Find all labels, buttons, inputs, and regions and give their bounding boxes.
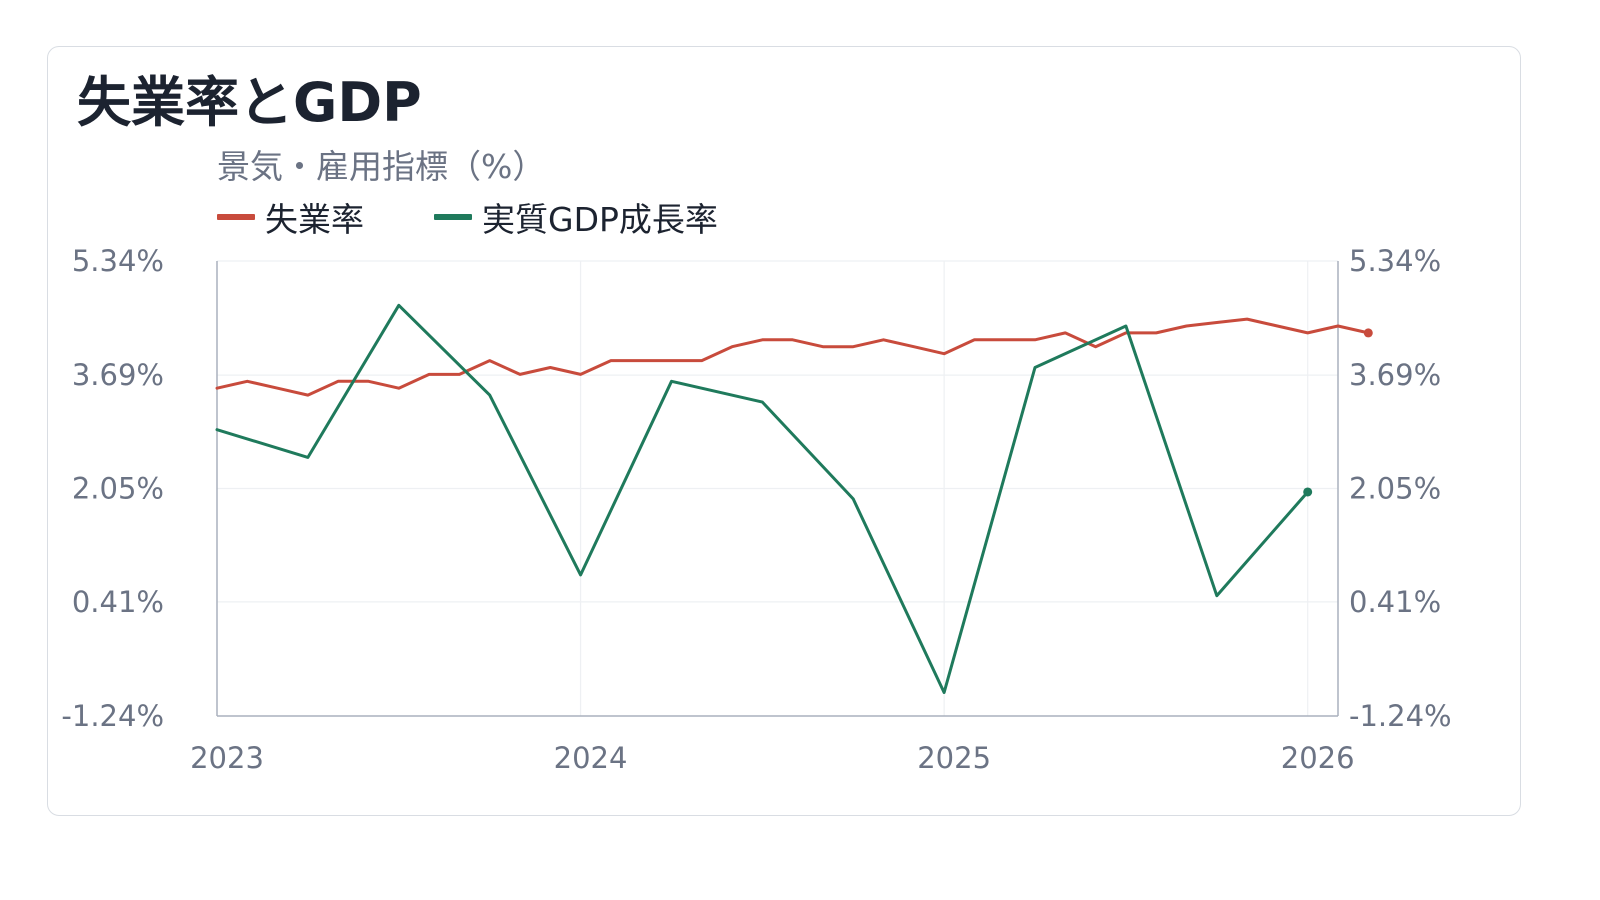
legend: 失業率 実質GDP成長率 (217, 193, 788, 241)
chart-card (47, 46, 1521, 816)
y-tick-label-right: 3.69% (1349, 358, 1441, 392)
grid (217, 260, 1338, 716)
x-tick-label: 2023 (190, 741, 264, 775)
x-tick-label: 2025 (917, 741, 991, 775)
legend-label-unemployment: 失業率 (265, 200, 364, 239)
chart-subtitle: 景気・雇用指標（%） (217, 147, 546, 186)
y-tick-label-left: -1.24% (61, 699, 164, 733)
y-tick-label-left: 5.34% (72, 244, 164, 278)
x-tick-label: 2026 (1281, 741, 1355, 775)
series-endpoint-gdp (1303, 487, 1313, 497)
y-tick-label-right: -1.24% (1349, 699, 1452, 733)
legend-label-gdp: 実質GDP成長率 (482, 200, 718, 239)
y-tick-label-right: 2.05% (1349, 472, 1441, 506)
legend-item-unemployment[interactable]: 失業率 (217, 193, 364, 241)
axes (216, 261, 1339, 717)
legend-swatch-unemployment (217, 214, 255, 220)
legend-item-gdp[interactable]: 実質GDP成長率 (434, 193, 718, 241)
series-lines (215, 303, 1373, 694)
y-tick-label-right: 0.41% (1349, 585, 1441, 619)
y-tick-label-left: 2.05% (72, 472, 164, 506)
y-tick-label-right: 5.34% (1349, 244, 1441, 278)
legend-swatch-gdp (434, 214, 472, 220)
series-endpoint-unemployment (1363, 328, 1373, 338)
series-line-gdp (215, 303, 1310, 694)
series-line-unemployment (215, 317, 1370, 397)
tick-labels: 5.34% 5.34% 3.69% 3.69% 2.05% 2.05% 0.41% 0.41%… (61, 244, 1451, 775)
x-tick-label: 2024 (554, 741, 628, 775)
y-tick-label-left: 3.69% (72, 358, 164, 392)
y-tick-label-left: 0.41% (72, 585, 164, 619)
chart-title: 失業率とGDP (77, 71, 422, 134)
